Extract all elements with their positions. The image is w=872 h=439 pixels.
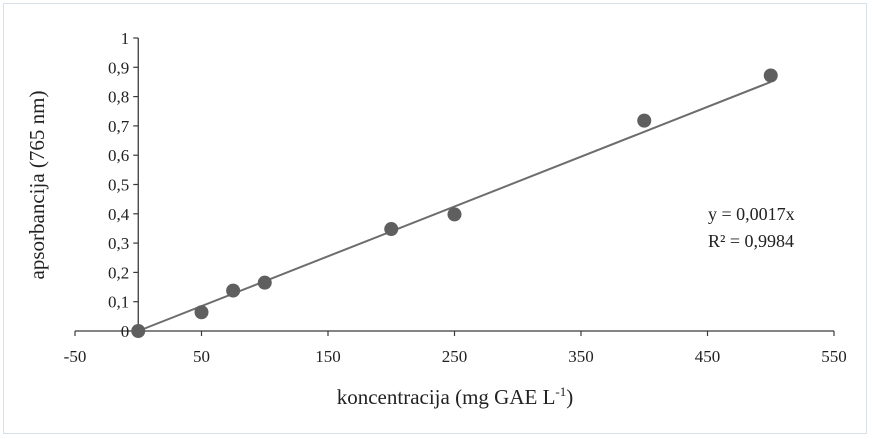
- x-tick-label: 150: [315, 347, 341, 366]
- x-tick-label: 550: [821, 347, 847, 366]
- y-tick-label: 0,4: [108, 205, 130, 224]
- data-point: [194, 305, 209, 320]
- y-tick-label: 1: [121, 29, 130, 48]
- r-squared-label: R² = 0,9984: [708, 231, 794, 251]
- x-axis-label: koncentracija (mg GAE L-1): [337, 384, 574, 409]
- data-point: [226, 283, 241, 298]
- chart-frame: [3, 3, 867, 434]
- y-tick-label: 0,5: [108, 176, 129, 195]
- x-tick-label: 250: [442, 347, 468, 366]
- axes: [74, 37, 835, 336]
- x-axis-label-superscript: -1: [555, 384, 566, 399]
- x-tick-label: 350: [568, 347, 594, 366]
- data-point: [131, 324, 146, 338]
- trendline: [137, 81, 772, 332]
- trendline-equation: y = 0,0017x: [708, 204, 795, 224]
- y-tick-label: 0,6: [108, 146, 129, 165]
- data-points: [131, 68, 778, 338]
- data-point: [257, 275, 272, 290]
- y-tick-label: 0,9: [108, 58, 129, 77]
- y-tick-label: 0,8: [108, 88, 129, 107]
- data-point: [637, 113, 652, 128]
- trendline-group: [137, 81, 772, 332]
- y-tick-label: 0: [121, 322, 130, 341]
- x-axis-label-suffix: ): [566, 385, 573, 409]
- data-point: [447, 207, 462, 222]
- y-tick-label: 0,1: [108, 293, 129, 312]
- data-point: [763, 68, 778, 83]
- tick-labels: 0 0,1 0,2 0,3 0,4 0,5 0,6 0,7 0,8 0,9 1 -50 50 150 250…: [64, 29, 847, 366]
- x-tick-label: 50: [193, 347, 210, 366]
- data-point: [384, 222, 399, 237]
- x-axis-label-main: koncentracija (mg GAE L: [337, 385, 556, 409]
- y-axis-label: apsorbancija (765 nm): [25, 91, 49, 280]
- x-tick-label: 450: [695, 347, 721, 366]
- y-tick-label: 0,3: [108, 234, 129, 253]
- y-tick-label: 0,2: [108, 263, 129, 282]
- x-tick-label: -50: [64, 347, 87, 366]
- y-tick-label: 0,7: [108, 117, 130, 136]
